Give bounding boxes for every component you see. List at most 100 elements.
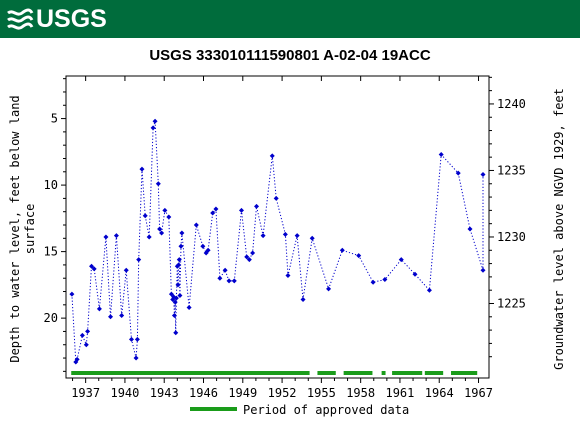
data-point-44 [200, 243, 206, 249]
data-point-61 [282, 231, 288, 237]
data-point-6 [89, 263, 95, 269]
y-left-tick-label-1: 10 [44, 178, 58, 192]
data-point-43 [193, 222, 199, 228]
data-point-77 [480, 267, 486, 273]
x-tick-label-2: 1943 [150, 386, 179, 400]
data-point-32 [172, 299, 178, 305]
usgs-header-banner: USGS [0, 0, 580, 38]
y-left-tick-label-2: 15 [44, 245, 58, 259]
data-point-42 [186, 304, 192, 310]
data-point-24 [157, 226, 163, 232]
x-tick-label-5: 1952 [268, 386, 297, 400]
data-point-69 [370, 279, 376, 285]
data-point-57 [254, 203, 260, 209]
data-point-22 [152, 118, 158, 124]
approved-period-bar-6 [451, 371, 478, 375]
data-point-68 [356, 253, 362, 259]
data-point-41 [179, 230, 185, 236]
approved-period-bar-2 [343, 371, 373, 375]
data-point-64 [300, 297, 306, 303]
data-point-38 [176, 257, 182, 263]
x-tick-label-0: 1937 [71, 386, 100, 400]
data-point-9 [103, 234, 109, 240]
data-point-51 [226, 278, 232, 284]
approved-periods [71, 371, 478, 375]
data-point-56 [250, 250, 256, 256]
data-point-27 [166, 214, 172, 220]
data-point-71 [398, 257, 404, 263]
x-axis: 1937 1940 1943 1946 1949 1952 1955 1958 1961 1964… [71, 76, 493, 400]
y-axis-left-label-line-1: Depth to water level, feet below land [8, 95, 22, 362]
x-tick-label-9: 1964 [425, 386, 454, 400]
data-point-73 [426, 287, 432, 293]
data-point-17 [136, 257, 142, 263]
data-point-78 [480, 171, 486, 177]
data-point-53 [238, 207, 244, 213]
chart-title: USGS 333010111590801 A-02-04 19ACC [149, 47, 430, 64]
usgs-logo-text: USGS [36, 5, 107, 33]
x-tick-label-8: 1961 [385, 386, 414, 400]
data-point-10 [108, 314, 114, 320]
x-tick-label-7: 1958 [346, 386, 375, 400]
legend-label: Period of approved data [243, 403, 409, 417]
data-point-40 [178, 243, 184, 249]
data-point-74 [438, 151, 444, 157]
usgs-wave-icon [7, 8, 34, 30]
data-point-0 [69, 291, 75, 297]
data-point-31 [171, 312, 177, 318]
y-right-tick-label-0: 1225 [497, 296, 526, 310]
approved-period-bar-0 [71, 371, 310, 375]
data-point-50 [222, 267, 228, 273]
data-point-55 [246, 257, 252, 263]
data-point-14 [128, 336, 134, 342]
series-line [71, 121, 484, 364]
usgs-logo[interactable]: USGS [6, 5, 107, 33]
data-point-19 [142, 213, 148, 219]
data-point-15 [133, 355, 139, 361]
legend: Period of approved data [190, 403, 409, 417]
data-point-20 [146, 234, 152, 240]
data-point-8 [96, 306, 102, 312]
data-point-16 [134, 336, 140, 342]
data-point-54 [244, 254, 250, 260]
y-axis-right-label: Groundwater level above NGVD 1929, feet [552, 88, 566, 370]
plot-area-frame [65, 75, 490, 379]
data-point-39 [177, 293, 183, 299]
y-left-tick-label-3: 20 [44, 311, 58, 325]
x-tick-label-6: 1955 [307, 386, 336, 400]
data-point-25 [159, 230, 165, 236]
x-tick-label-1: 1940 [110, 386, 139, 400]
data-point-67 [339, 247, 345, 253]
data-point-75 [455, 170, 461, 176]
data-point-13 [123, 267, 129, 273]
data-point-33 [173, 330, 179, 336]
data-point-3 [79, 332, 85, 338]
x-tick-label-4: 1949 [228, 386, 257, 400]
y-right-tick-label-2: 1235 [497, 163, 526, 177]
y-left-tick-label-0: 5 [51, 112, 58, 126]
y-axis-right: 1225 1230 1235 1240 [489, 76, 526, 358]
approved-period-bar-1 [317, 371, 336, 375]
y-right-tick-label-3: 1240 [497, 97, 526, 111]
data-point-65 [309, 235, 315, 241]
x-tick-label-3: 1946 [189, 386, 218, 400]
data-point-49 [217, 275, 223, 281]
data-point-7 [91, 266, 97, 272]
x-tick-label-10: 1967 [464, 386, 493, 400]
y-axis-left-label-line-2: surface [23, 204, 37, 255]
data-point-11 [113, 233, 119, 239]
data-point-60 [273, 195, 279, 201]
data-point-48 [213, 206, 219, 212]
data-point-18 [139, 166, 145, 172]
data-point-34 [173, 295, 179, 301]
data-point-66 [326, 286, 332, 292]
data-point-76 [467, 226, 473, 232]
series-points [69, 118, 486, 365]
data-point-2 [74, 356, 80, 362]
data-point-4 [83, 342, 89, 348]
data-point-12 [119, 312, 125, 318]
approved-period-bar-4 [392, 371, 423, 375]
approved-period-bar-3 [381, 371, 386, 375]
data-point-5 [85, 328, 91, 334]
approved-period-bar-5 [424, 371, 444, 375]
